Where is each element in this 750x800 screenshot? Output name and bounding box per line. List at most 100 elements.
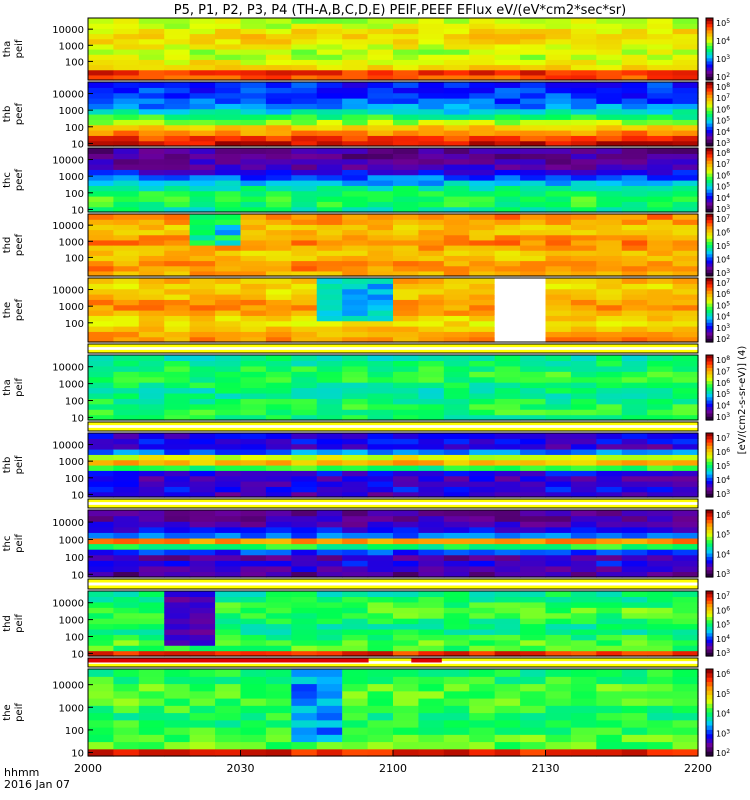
heatmap-cell	[164, 465, 191, 471]
heatmap-cell	[418, 92, 445, 99]
heatmap-cell	[469, 108, 496, 115]
heatmap-cell	[647, 64, 674, 71]
heatmap-cell	[291, 365, 318, 372]
heatmap-cell	[113, 119, 140, 126]
colorbar-tick-label: 105	[716, 182, 730, 192]
heatmap-cell	[443, 618, 470, 625]
heatmap-cell	[621, 537, 648, 545]
heatmap-cell	[596, 698, 623, 706]
heatmap-cell	[291, 571, 318, 578]
heatmap-cell	[316, 148, 343, 154]
heatmap-cell	[672, 326, 699, 332]
heatmap-cell	[291, 470, 318, 477]
heatmap-cell	[113, 454, 140, 461]
heatmap-cell	[342, 38, 369, 45]
heatmap-cell	[596, 103, 623, 110]
heatmap-cell	[316, 475, 343, 482]
y-tick-label: 10	[71, 139, 84, 150]
heatmap-cell	[138, 639, 165, 646]
heatmap-cell	[316, 54, 343, 60]
heatmap-cell	[367, 185, 394, 192]
heatmap-cell	[240, 705, 267, 714]
heatmap-cell	[215, 320, 242, 327]
heatmap-cell	[393, 250, 420, 256]
heatmap-cell	[316, 438, 343, 445]
colorbar-cell	[706, 610, 713, 615]
heatmap-cell	[393, 103, 420, 110]
heatmap-cell	[88, 481, 115, 487]
heatmap-cell	[138, 206, 165, 213]
heatmap-cell	[647, 481, 674, 487]
heatmap-cell	[291, 712, 318, 721]
heatmap-cell	[215, 596, 242, 603]
heatmap-cell	[545, 486, 572, 493]
heatmap-cell	[393, 515, 420, 522]
heatmap-cell	[367, 521, 394, 528]
heatmap-cell	[215, 443, 242, 450]
heatmap-cell	[469, 124, 496, 131]
heatmap-cell	[596, 245, 623, 251]
heatmap-cell	[672, 69, 699, 76]
heatmap-cell	[672, 526, 699, 533]
heatmap-cell	[164, 64, 191, 71]
panel-frame	[87, 509, 699, 578]
heatmap-cell	[291, 92, 318, 99]
heatmap-cell	[672, 645, 699, 652]
heatmap-cell	[469, 465, 496, 471]
heatmap-cell	[367, 554, 394, 561]
heatmap-cell	[647, 54, 674, 60]
colorbar-tick-label: 105	[716, 241, 730, 251]
heatmap-cell	[291, 28, 318, 35]
heatmap-cell	[621, 612, 648, 619]
colorbar-cell	[706, 61, 713, 66]
heatmap-cell	[240, 409, 267, 416]
heatmap-cell	[342, 336, 369, 343]
heatmap-cell	[520, 23, 547, 29]
heatmap-cell	[469, 628, 496, 635]
heatmap-cell	[342, 515, 369, 522]
heatmap-cell	[291, 438, 318, 445]
heatmap-cell	[164, 571, 191, 578]
heatmap-cell	[672, 239, 699, 246]
heatmap-cell	[520, 596, 547, 603]
heatmap-cell	[520, 371, 547, 378]
heatmap-cell	[316, 74, 343, 81]
colorbar-cell	[706, 556, 713, 561]
flag-strip-4	[87, 578, 699, 590]
colorbar-cell	[706, 139, 713, 144]
heatmap-cell	[596, 158, 623, 165]
heatmap-cell	[240, 676, 267, 685]
heatmap-cell	[342, 409, 369, 416]
heatmap-cell	[138, 69, 165, 76]
y-tick-label: 10000	[52, 681, 84, 692]
heatmap-cell	[367, 54, 394, 60]
heatmap-cell	[138, 650, 165, 657]
heatmap-cell	[215, 532, 242, 539]
heatmap-cell	[393, 190, 420, 197]
heatmap-cell	[494, 294, 521, 300]
heatmap-cell	[520, 59, 547, 66]
heatmap-cell	[316, 355, 343, 362]
heatmap-cell	[291, 158, 318, 165]
heatmap-cell	[596, 618, 623, 625]
colorbar-cell	[706, 712, 713, 718]
heatmap-cell	[469, 214, 496, 220]
heatmap-cell	[647, 49, 674, 55]
heatmap-cell	[418, 82, 445, 88]
heatmap-cell	[138, 727, 165, 735]
colorbar-tick-label: 103	[716, 412, 730, 422]
heatmap-cell	[265, 320, 292, 327]
heatmap-cell	[113, 49, 140, 55]
heatmap-cell	[215, 270, 242, 277]
heatmap-cell	[240, 124, 267, 131]
heatmap-cell	[138, 443, 165, 450]
colorbar-cell	[706, 526, 713, 531]
colorbar-cell	[706, 148, 713, 152]
heatmap-cell	[316, 510, 343, 517]
heatmap-cell	[469, 174, 496, 181]
heatmap-cell	[494, 734, 521, 743]
heatmap-cell	[520, 475, 547, 482]
heatmap-cell	[418, 315, 445, 322]
heatmap-cell	[215, 74, 242, 81]
heatmap-cell	[545, 124, 572, 131]
